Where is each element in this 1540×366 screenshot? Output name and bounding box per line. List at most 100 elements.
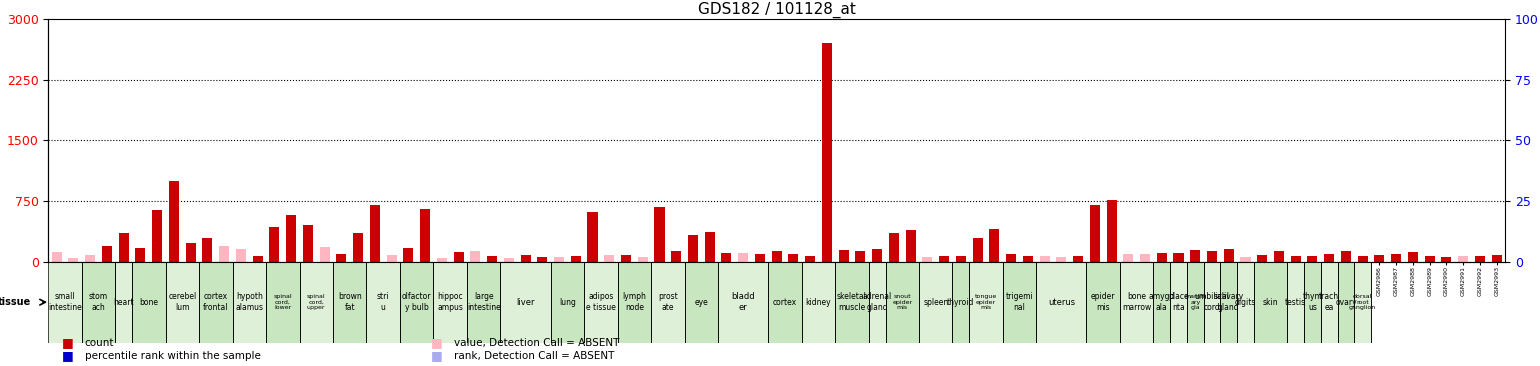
Bar (822, 43, 832, 262)
Bar (1040, 257, 1050, 262)
Text: olfactor
y bulb: olfactor y bulb (402, 292, 431, 312)
Text: spleen: spleen (922, 298, 949, 307)
FancyBboxPatch shape (651, 262, 685, 343)
FancyBboxPatch shape (116, 262, 132, 343)
Bar (387, 255, 397, 262)
Bar (705, 232, 715, 262)
Text: value, Detection Call = ABSENT: value, Detection Call = ABSENT (454, 338, 619, 348)
Bar (805, 256, 815, 262)
FancyBboxPatch shape (82, 262, 116, 343)
Text: mamm
ary
gla: mamm ary gla (1184, 294, 1206, 310)
Bar (1140, 254, 1150, 262)
Bar (638, 257, 648, 262)
Bar (1492, 255, 1502, 262)
Text: small
intestine: small intestine (48, 292, 82, 312)
Bar (621, 255, 631, 262)
Bar (470, 251, 480, 262)
Text: tissue: tissue (0, 297, 32, 307)
FancyBboxPatch shape (1204, 262, 1220, 343)
FancyBboxPatch shape (48, 262, 82, 343)
Bar (1073, 257, 1083, 262)
Text: thym
us: thym us (1303, 292, 1323, 312)
Text: ■: ■ (62, 349, 74, 362)
Bar (420, 209, 430, 262)
Bar (454, 252, 464, 262)
FancyBboxPatch shape (266, 262, 299, 343)
FancyBboxPatch shape (1354, 262, 1371, 343)
Bar (587, 212, 598, 262)
Bar (604, 255, 614, 262)
Bar (654, 207, 664, 262)
Bar (537, 257, 547, 262)
Bar (1224, 249, 1234, 262)
Bar (939, 256, 949, 262)
Bar (855, 251, 865, 262)
Text: ■: ■ (431, 336, 444, 349)
FancyBboxPatch shape (367, 262, 400, 343)
Bar (286, 215, 296, 262)
Text: ■: ■ (431, 349, 444, 362)
Text: testis: testis (1286, 298, 1306, 307)
Bar (236, 249, 246, 262)
Text: heart: heart (114, 298, 134, 307)
Bar (1307, 257, 1318, 262)
Text: trigemi
nal: trigemi nal (1006, 292, 1033, 312)
Bar (504, 258, 514, 262)
Text: cortex
frontal: cortex frontal (203, 292, 228, 312)
Text: snout
epider
mis: snout epider mis (892, 294, 912, 310)
Bar (1291, 256, 1301, 262)
FancyBboxPatch shape (1321, 262, 1338, 343)
Bar (788, 254, 798, 262)
FancyBboxPatch shape (1220, 262, 1237, 343)
Bar (571, 257, 581, 262)
FancyBboxPatch shape (1003, 262, 1036, 343)
Bar (1441, 257, 1451, 262)
Bar (336, 254, 347, 262)
Text: trach
ea: trach ea (1320, 292, 1340, 312)
Text: stom
ach: stom ach (89, 292, 108, 312)
Text: dorsal
root
ganglion: dorsal root ganglion (1349, 294, 1377, 310)
FancyBboxPatch shape (1153, 262, 1170, 343)
Title: GDS182 / 101128_at: GDS182 / 101128_at (698, 1, 856, 18)
Text: cortex: cortex (773, 298, 798, 307)
FancyBboxPatch shape (1036, 262, 1086, 343)
Bar (671, 251, 681, 262)
Text: prost
ate: prost ate (658, 292, 678, 312)
Bar (1023, 257, 1033, 262)
Bar (1056, 257, 1066, 262)
Text: count: count (85, 338, 114, 348)
Text: hypoth
alamus: hypoth alamus (236, 292, 263, 312)
Text: lung: lung (559, 298, 576, 307)
FancyBboxPatch shape (1287, 262, 1304, 343)
Text: ovary: ovary (1335, 298, 1357, 307)
Bar (989, 229, 999, 262)
Bar (906, 230, 916, 262)
Bar (353, 234, 363, 262)
Text: amygd
ala: amygd ala (1149, 292, 1175, 312)
Bar (1374, 255, 1384, 262)
FancyBboxPatch shape (551, 262, 584, 343)
FancyBboxPatch shape (1086, 262, 1120, 343)
Bar (889, 232, 899, 262)
Bar (1274, 251, 1284, 262)
Bar (152, 210, 162, 262)
Bar (956, 257, 966, 262)
Bar (1341, 251, 1351, 262)
Bar (738, 253, 748, 262)
Bar (1107, 200, 1116, 262)
FancyBboxPatch shape (885, 262, 919, 343)
Bar (1408, 252, 1418, 262)
FancyBboxPatch shape (919, 262, 952, 343)
Bar (303, 225, 313, 262)
FancyBboxPatch shape (433, 262, 467, 343)
Bar (219, 246, 229, 262)
Text: spinal
cord,
lower: spinal cord, lower (274, 294, 293, 310)
Text: skin: skin (1263, 298, 1278, 307)
Text: adipos
e tissue: adipos e tissue (585, 292, 616, 312)
Bar (403, 248, 413, 262)
Bar (1475, 256, 1485, 262)
Bar (1207, 251, 1217, 262)
Text: rank, Detection Call = ABSENT: rank, Detection Call = ABSENT (454, 351, 614, 361)
Bar (169, 181, 179, 262)
Bar (320, 247, 330, 262)
